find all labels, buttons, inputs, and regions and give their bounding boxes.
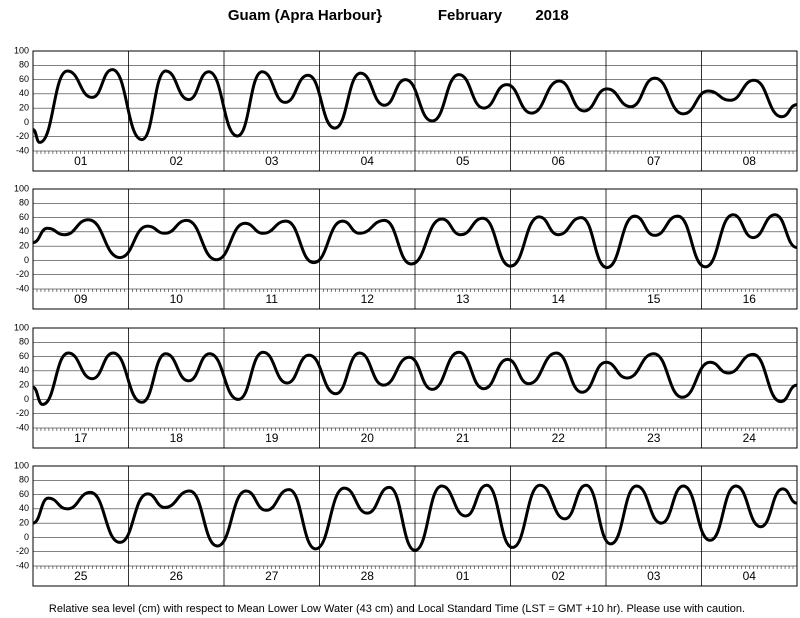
day-label: 06: [552, 154, 566, 168]
y-tick-label: -20: [16, 131, 29, 141]
day-label: 24: [743, 431, 757, 445]
year: 2018: [535, 7, 568, 24]
y-tick-label: -40: [16, 560, 29, 570]
y-tick-label: -20: [16, 408, 29, 418]
day-label: 08: [743, 154, 757, 168]
y-tick-label: 60: [19, 74, 29, 84]
day-label: 23: [647, 431, 661, 445]
footnote: Relative sea level (cm) with respect to …: [49, 603, 745, 615]
day-label: 21: [456, 431, 470, 445]
tide-line: [32, 350, 798, 406]
y-tick-label: 60: [19, 351, 29, 361]
plot-frame: [32, 50, 798, 172]
plot-frame: [32, 465, 798, 587]
day-label: 20: [361, 431, 375, 445]
day-label: 12: [361, 292, 375, 306]
day-label: 10: [170, 292, 184, 306]
day-label: 19: [265, 431, 279, 445]
y-tick-label: 40: [19, 503, 29, 513]
y-tick-label: 0: [24, 255, 29, 265]
y-tick-label: 40: [19, 88, 29, 98]
y-tick-label: -40: [16, 283, 29, 293]
day-label: 03: [647, 569, 661, 583]
day-label: 28: [361, 569, 375, 583]
day-label: 18: [170, 431, 184, 445]
day-label: 01: [456, 569, 470, 583]
y-tick-label: 60: [19, 212, 29, 222]
y-tick-label: 100: [14, 322, 29, 332]
tide-line: [32, 483, 798, 552]
y-tick-label: -40: [16, 145, 29, 155]
y-tick-label: -20: [16, 546, 29, 556]
y-tick-label: 20: [19, 241, 29, 251]
day-label: 17: [74, 431, 88, 445]
day-label: 16: [743, 292, 757, 306]
day-label: 04: [361, 154, 375, 168]
day-label: 02: [552, 569, 566, 583]
y-tick-label: 0: [24, 394, 29, 404]
y-tick-label: 80: [19, 60, 29, 70]
y-tick-label: 0: [24, 532, 29, 542]
day-label: 26: [170, 569, 184, 583]
chart-title: Guam (Apra Harbour}: [228, 7, 382, 24]
day-label: 11: [266, 292, 279, 306]
y-tick-label: 80: [19, 337, 29, 347]
day-label: 13: [456, 292, 470, 306]
day-label: 22: [552, 431, 566, 445]
day-label: 09: [74, 292, 88, 306]
day-label: 03: [265, 154, 279, 168]
y-tick-label: -40: [16, 422, 29, 432]
y-tick-label: 60: [19, 489, 29, 499]
month: February: [438, 7, 503, 24]
y-tick-label: 80: [19, 198, 29, 208]
day-label: 01: [74, 154, 88, 168]
day-label: 25: [74, 569, 88, 583]
day-label: 04: [743, 569, 757, 583]
day-label: 15: [647, 292, 661, 306]
day-label: 14: [552, 292, 566, 306]
day-label: 05: [456, 154, 470, 168]
y-tick-label: 40: [19, 365, 29, 375]
y-tick-label: 100: [14, 460, 29, 470]
y-tick-label: 20: [19, 380, 29, 390]
tide-line: [32, 213, 798, 270]
day-label: 02: [170, 154, 184, 168]
y-tick-label: 0: [24, 117, 29, 127]
y-tick-label: 40: [19, 226, 29, 236]
y-tick-label: 20: [19, 103, 29, 113]
y-tick-label: 80: [19, 475, 29, 485]
day-label: 07: [647, 154, 661, 168]
y-tick-label: 100: [14, 183, 29, 193]
tide-line: [32, 68, 798, 144]
y-tick-label: 20: [19, 518, 29, 528]
y-tick-label: 100: [14, 45, 29, 55]
day-label: 27: [265, 569, 279, 583]
y-tick-label: -20: [16, 269, 29, 279]
